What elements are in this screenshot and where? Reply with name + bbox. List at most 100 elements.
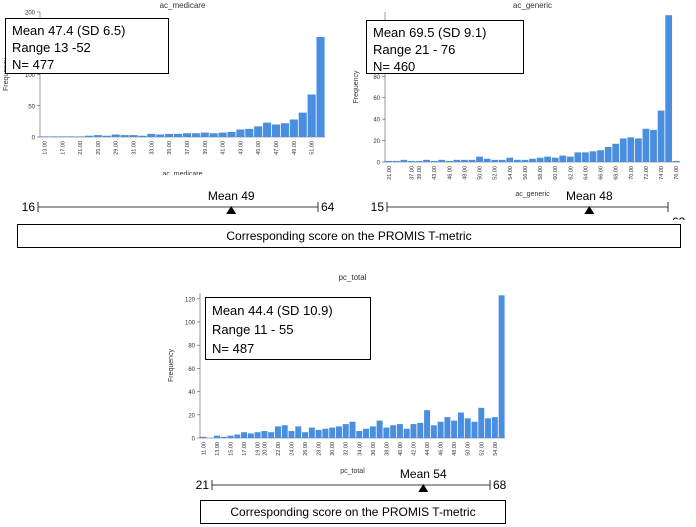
histogram-bar: [529, 158, 536, 162]
histogram-bar: [280, 123, 289, 137]
histogram-bar: [302, 432, 309, 438]
y-tick-label: 0: [377, 161, 381, 167]
histogram-bar: [597, 150, 604, 162]
histogram-bar: [635, 138, 642, 162]
histogram-bar: [657, 110, 665, 162]
x-tick-label: 13.00: [215, 442, 221, 456]
chart-title: ac_generic: [513, 1, 552, 10]
stat-range-3: Range 11 - 55: [212, 322, 294, 337]
y-tick-label: 80: [373, 75, 380, 81]
y-tick-label: 50: [28, 104, 35, 110]
histogram-bar: [566, 156, 574, 162]
histogram-bar: [261, 431, 268, 438]
histogram-bar: [329, 427, 336, 438]
stat-mean-2: Mean 69.5 (SD 9.1): [373, 25, 487, 40]
x-tick-label: 40.00: [398, 442, 404, 456]
histogram-bar: [559, 155, 567, 162]
histogram-bar: [156, 134, 165, 137]
x-tick-label: 51.00: [310, 141, 316, 155]
stat-n-2: N= 460: [373, 59, 416, 74]
x-tick-label: 17.00: [242, 442, 248, 456]
histogram-bar: [236, 129, 245, 137]
histogram-bar: [498, 295, 505, 438]
histogram-bar: [263, 122, 272, 137]
x-tick-label: 56.00: [523, 166, 529, 180]
chart-svg-3: pc_total Frequency pc_total 0 20 40 60 80 100 120…: [168, 273, 505, 475]
histogram-bar: [254, 432, 261, 438]
y-tick-label: 200: [25, 11, 36, 17]
stat-n-1: N= 477: [12, 57, 55, 72]
x-tick-label: 37.00: [409, 166, 415, 180]
scale-max-label: 64: [321, 200, 335, 214]
histogram-bar: [457, 412, 464, 438]
y-tick-label: 40: [188, 390, 195, 396]
x-tick-label: 33.00: [149, 141, 155, 155]
y-tick-label: 20: [188, 413, 195, 419]
histogram-bar: [111, 134, 120, 137]
histogram-bar: [40, 136, 49, 137]
mean-marker-icon: [584, 206, 595, 214]
histogram-bar: [274, 426, 281, 438]
scale-line-2: 15 63 Mean 48: [371, 190, 686, 220]
x-tick-label: 15.00: [229, 442, 235, 456]
histogram-bar: [182, 133, 192, 137]
histogram-bar: [307, 94, 316, 137]
histogram-bar: [672, 160, 680, 162]
histogram-bar: [476, 156, 483, 162]
x-tick-label: 20.00: [262, 442, 268, 456]
x-tick-label: 42.00: [412, 442, 418, 456]
histogram-bar: [241, 432, 248, 438]
histogram-bar: [383, 427, 390, 438]
histogram-bar: [138, 135, 147, 137]
histogram-bar: [650, 129, 657, 162]
scale-line-1: 16 64 Mean 49: [22, 190, 335, 214]
histogram-bar: [247, 433, 254, 438]
histogram-bar: [288, 431, 295, 438]
histogram-bar: [200, 132, 209, 137]
x-tick-label: 50.00: [466, 442, 472, 456]
scale-max-label: 68: [493, 478, 507, 492]
histogram-bar: [536, 157, 544, 162]
stat-range-2: Range 21 - 76: [373, 42, 456, 57]
histogram-bar: [363, 428, 370, 438]
chart-svg-2: ac_genericFrequencyac_generic02040608010…: [353, 1, 680, 198]
y-tick-label: 100: [25, 73, 36, 79]
caption-box-2: Corresponding score on the PROMIS T-metr…: [200, 500, 506, 524]
caption-text-1: Corresponding score on the PROMIS T-metr…: [226, 229, 472, 243]
x-tick-label: 43.00: [238, 141, 244, 155]
histogram-bar: [471, 421, 478, 438]
histogram-bar: [461, 159, 468, 162]
x-tick-label: 37.00: [185, 141, 191, 155]
x-tick-label: 76.00: [674, 166, 680, 180]
histogram-bar: [335, 426, 342, 438]
scale-min-label: 15: [371, 200, 385, 214]
x-tick-label: 54.00: [493, 442, 499, 456]
histogram-bar: [506, 157, 514, 162]
histogram-bar: [308, 427, 315, 438]
x-tick-label: 47.00: [274, 141, 280, 155]
x-tick-label: 49.00: [292, 141, 298, 155]
histogram-bar: [213, 435, 220, 438]
x-tick-label: 31.00: [132, 141, 138, 155]
x-tick-label: 32.00: [344, 442, 350, 456]
mean-marker-icon: [418, 484, 429, 492]
x-tick-label: 44.00: [425, 442, 431, 456]
histogram-bar: [268, 432, 275, 438]
x-axis-label: ac_medicare: [162, 171, 202, 175]
y-axis-label: Frequency: [3, 57, 10, 91]
x-tick-label: 25.00: [96, 141, 102, 155]
histogram-bar: [642, 128, 650, 162]
caption-box-1: Corresponding score on the PROMIS T-metr…: [17, 224, 681, 248]
histogram-bar: [415, 160, 423, 162]
histogram-bar: [437, 421, 444, 438]
histogram-bar: [551, 157, 559, 162]
y-tick-label: 120: [185, 297, 196, 303]
x-axis-label: pc_total: [340, 468, 365, 475]
histogram-bar: [129, 135, 138, 137]
histogram-bar: [444, 417, 451, 438]
histogram-bar: [173, 133, 183, 137]
histogram-bar: [102, 135, 111, 137]
histogram-bar: [478, 407, 485, 438]
histogram-bar: [400, 159, 408, 162]
y-axis-label: Frequency: [353, 70, 360, 104]
